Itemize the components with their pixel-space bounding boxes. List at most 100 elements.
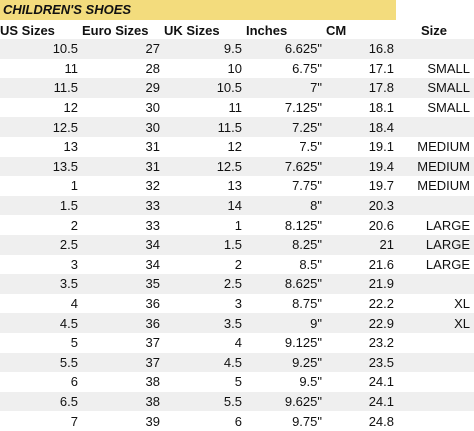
size-label-cell: [398, 352, 474, 373]
us-size-cell: 12: [0, 97, 82, 118]
table-row: 4.5 36 3.5 9" 22.9 XL: [0, 313, 474, 333]
size-label-cell: XL: [398, 313, 474, 333]
us-size-cell: 12.5: [0, 117, 82, 137]
inches-cell: 6.625": [246, 39, 326, 59]
euro-size-cell: 34: [82, 234, 164, 255]
us-size-cell: 13: [0, 136, 82, 157]
inches-cell: 8.625": [246, 274, 326, 294]
inches-cell: 9.625": [246, 391, 326, 412]
size-label-cell: MEDIUM: [398, 176, 474, 196]
cm-cell: 19.7: [326, 176, 398, 196]
cm-cell: 18.4: [326, 117, 398, 137]
cm-cell: 19.4: [326, 156, 398, 177]
cm-cell: 24.1: [326, 391, 398, 412]
us-size-cell: 11: [0, 58, 82, 79]
size-label-cell: [398, 195, 474, 216]
us-size-cell: 7: [0, 411, 82, 431]
uk-size-cell: 13: [164, 176, 246, 196]
cm-cell: 22.9: [326, 313, 398, 333]
cm-cell: 17.1: [326, 58, 398, 79]
table-row: 6.5 38 5.5 9.625" 24.1: [0, 391, 474, 412]
us-size-cell: 11.5: [0, 78, 82, 98]
size-label-cell: SMALL: [398, 78, 474, 98]
size-chart-table: US Sizes Euro Sizes UK Sizes Inches CM S…: [0, 21, 474, 431]
euro-size-cell: 33: [82, 195, 164, 216]
size-label-cell: [398, 274, 474, 294]
header-cm: CM: [326, 22, 347, 38]
header-us-sizes: US Sizes: [0, 22, 55, 38]
cm-cell: 24.8: [326, 411, 398, 431]
cm-cell: 24.1: [326, 372, 398, 392]
uk-size-cell: 1.5: [164, 234, 246, 255]
header-euro-sizes: Euro Sizes: [82, 22, 149, 38]
euro-size-cell: 30: [82, 97, 164, 118]
table-row: 10.5 27 9.5 6.625" 16.8: [0, 39, 474, 59]
inches-cell: 9": [246, 313, 326, 333]
euro-size-cell: 34: [82, 254, 164, 275]
us-size-cell: 5: [0, 332, 82, 353]
size-label-cell: [398, 39, 474, 59]
table-row: 7 39 6 9.75" 24.8: [0, 411, 474, 431]
inches-cell: 8.25": [246, 234, 326, 255]
cm-cell: 23.2: [326, 332, 398, 353]
header-inches: Inches: [246, 22, 288, 38]
cm-cell: 22.2: [326, 293, 398, 314]
uk-size-cell: 4.5: [164, 352, 246, 373]
uk-size-cell: 10: [164, 58, 246, 79]
table-row: 1.5 33 14 8" 20.3: [0, 195, 474, 216]
euro-size-cell: 36: [82, 313, 164, 333]
euro-size-cell: 30: [82, 117, 164, 137]
uk-size-cell: 6: [164, 411, 246, 431]
table-row: 3.5 35 2.5 8.625" 21.9: [0, 274, 474, 294]
uk-size-cell: 5.5: [164, 391, 246, 412]
us-size-cell: 2: [0, 215, 82, 235]
uk-size-cell: 10.5: [164, 78, 246, 98]
euro-size-cell: 37: [82, 332, 164, 353]
inches-cell: 8.125": [246, 215, 326, 235]
header-size: Size: [420, 22, 447, 38]
uk-size-cell: 9.5: [164, 39, 246, 59]
us-size-cell: 1: [0, 176, 82, 196]
us-size-cell: 6: [0, 372, 82, 392]
uk-size-cell: 11: [164, 97, 246, 118]
euro-size-cell: 27: [82, 39, 164, 59]
uk-size-cell: 3.5: [164, 313, 246, 333]
size-label-cell: [398, 391, 474, 412]
uk-size-cell: 3: [164, 293, 246, 314]
uk-size-cell: 12: [164, 136, 246, 157]
cm-cell: 16.8: [326, 39, 398, 59]
inches-cell: 8.75": [246, 293, 326, 314]
us-size-cell: 3.5: [0, 274, 82, 294]
euro-size-cell: 32: [82, 176, 164, 196]
size-label-cell: [398, 372, 474, 392]
uk-size-cell: 2.5: [164, 274, 246, 294]
table-row: 4 36 3 8.75" 22.2 XL: [0, 293, 474, 314]
us-size-cell: 5.5: [0, 352, 82, 373]
cm-cell: 20.3: [326, 195, 398, 216]
euro-size-cell: 38: [82, 391, 164, 412]
size-label-cell: LARGE: [398, 234, 474, 255]
uk-size-cell: 2: [164, 254, 246, 275]
table-row: 5.5 37 4.5 9.25" 23.5: [0, 352, 474, 373]
uk-size-cell: 14: [164, 195, 246, 216]
inches-cell: 7": [246, 78, 326, 98]
size-label-cell: MEDIUM: [398, 156, 474, 177]
table-row: 12 30 11 7.125" 18.1 SMALL: [0, 97, 474, 118]
size-label-cell: [398, 332, 474, 353]
title-banner: CHILDREN'S SHOES: [0, 0, 396, 20]
cm-cell: 17.8: [326, 78, 398, 98]
inches-cell: 7.25": [246, 117, 326, 137]
inches-cell: 7.75": [246, 176, 326, 196]
table-row: 5 37 4 9.125" 23.2: [0, 332, 474, 353]
uk-size-cell: 1: [164, 215, 246, 235]
us-size-cell: 2.5: [0, 234, 82, 255]
size-label-cell: [398, 117, 474, 137]
euro-size-cell: 35: [82, 274, 164, 294]
inches-cell: 9.125": [246, 332, 326, 353]
euro-size-cell: 36: [82, 293, 164, 314]
size-label-cell: MEDIUM: [398, 136, 474, 157]
inches-cell: 9.25": [246, 352, 326, 373]
table-row: 2 33 1 8.125" 20.6 LARGE: [0, 215, 474, 235]
table-row: 2.5 34 1.5 8.25" 21 LARGE: [0, 234, 474, 255]
inches-cell: 6.75": [246, 58, 326, 79]
